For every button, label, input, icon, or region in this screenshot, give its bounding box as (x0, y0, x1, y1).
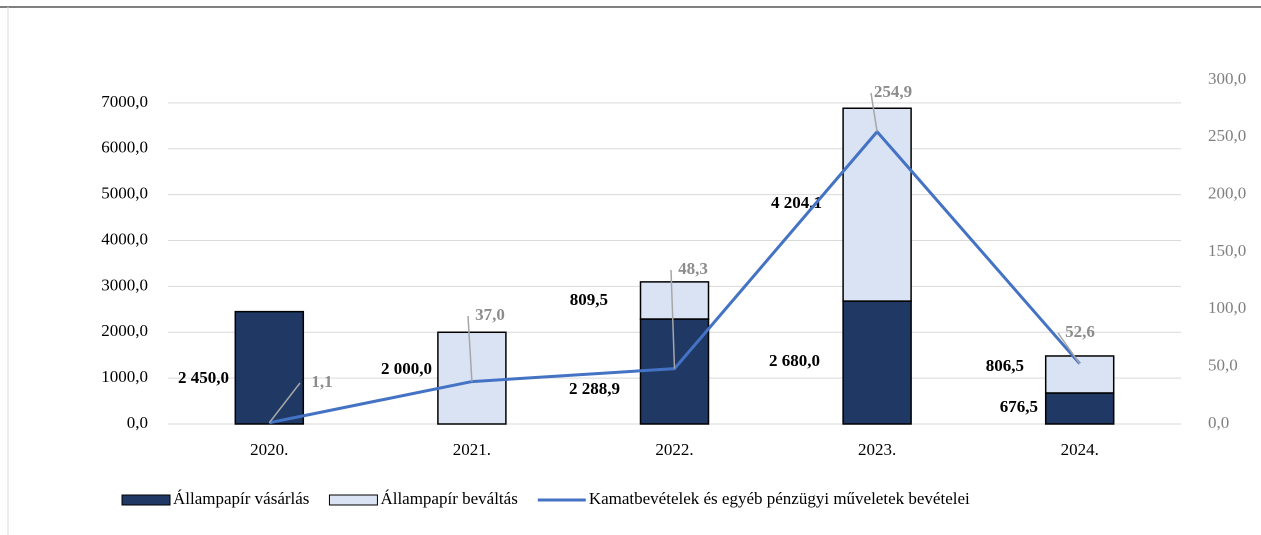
data-label: 676,5 (1000, 397, 1038, 416)
leader-line (1057, 332, 1081, 365)
legend-label: Kamatbevételek és egyéb pénzügyi művelet… (589, 489, 970, 508)
x-tick-label: 2021. (453, 440, 491, 459)
legend-label: Állampapír beváltás (380, 489, 517, 508)
data-label: 48,3 (678, 259, 708, 278)
y2-tick-label: 0,0 (1208, 413, 1229, 432)
data-label: 809,5 (570, 290, 608, 309)
bar (1044, 355, 1115, 394)
bar (234, 310, 305, 425)
y-tick-label: 1000,0 (101, 367, 148, 386)
y-tick-label: 3000,0 (101, 275, 148, 294)
bar (842, 300, 912, 425)
data-label: 806,5 (986, 356, 1024, 375)
y2-tick-label: 50,0 (1208, 356, 1238, 375)
x-tick-label: 2022. (655, 440, 693, 459)
leader-line (870, 92, 878, 132)
y-tick-label: 0,0 (127, 413, 148, 432)
data-label: 37,0 (475, 305, 505, 324)
data-label: 4 204,1 (771, 193, 822, 212)
legend-swatch (328, 494, 378, 506)
data-label: 1,1 (311, 372, 332, 391)
y-tick-label: 2000,0 (101, 321, 148, 340)
leader-line (268, 382, 301, 424)
y2-tick-label: 250,0 (1208, 126, 1246, 145)
y2-tick-label: 150,0 (1208, 241, 1246, 260)
x-tick-label: 2023. (858, 440, 896, 459)
leader-line (670, 269, 676, 369)
data-label: 2 680,0 (769, 351, 820, 370)
bar (842, 107, 912, 302)
y2-tick-label: 200,0 (1208, 184, 1246, 203)
x-tick-label: 2020. (250, 440, 288, 459)
data-label: 2 000,0 (381, 359, 432, 378)
y-tick-label: 5000,0 (101, 184, 148, 203)
y2-tick-label: 300,0 (1208, 69, 1246, 88)
y2-tick-label: 100,0 (1208, 298, 1246, 317)
data-label: 52,6 (1065, 322, 1095, 341)
leader-line (467, 315, 473, 382)
legend-swatch (121, 494, 171, 506)
y-tick-label: 4000,0 (101, 229, 148, 248)
legend-label: Állampapír vásárlás (173, 489, 309, 508)
data-label: 2 450,0 (178, 368, 229, 387)
bar (1044, 392, 1115, 425)
data-label: 254,9 (874, 82, 912, 101)
x-tick-label: 2024. (1061, 440, 1099, 459)
data-label: 2 288,9 (569, 379, 620, 398)
bar (639, 281, 710, 320)
y-tick-label: 7000,0 (101, 92, 148, 111)
y-tick-label: 6000,0 (101, 138, 148, 157)
